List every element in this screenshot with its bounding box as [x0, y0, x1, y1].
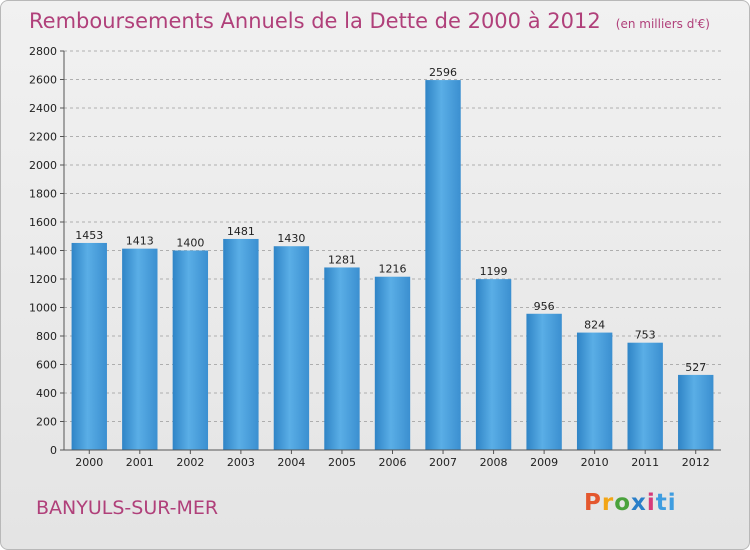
y-tick-label: 2800	[29, 45, 57, 58]
value-label-2006: 1216	[379, 263, 407, 276]
y-tick-label: 600	[36, 359, 57, 372]
x-tick-label-2006: 2006	[379, 456, 407, 469]
bar-2008	[475, 279, 512, 450]
x-tick-label-2009: 2009	[530, 456, 558, 469]
bar-2007	[425, 80, 461, 450]
x-tick-label-2003: 2003	[227, 456, 255, 469]
y-tick-label: 2600	[29, 74, 57, 87]
axes: 0 200 400 600 800 1000 1200 1400 1600 1800 2000 220…	[29, 45, 721, 469]
bar-2002	[172, 250, 209, 450]
y-tick-label: 200	[36, 416, 57, 429]
y-tick-label: 800	[36, 330, 57, 343]
value-label-2001: 1413	[126, 235, 154, 248]
y-tick-label: 2400	[29, 102, 57, 115]
value-label-2005: 1281	[328, 253, 356, 266]
bar-2000	[71, 242, 107, 450]
x-tick-label-2007: 2007	[429, 456, 457, 469]
bar-2003	[223, 238, 259, 450]
town-name: BANYULS-SUR-MER	[36, 497, 219, 519]
value-label-2003: 1481	[227, 225, 255, 238]
bar-2001	[122, 248, 158, 450]
x-tick-label-2000: 2000	[75, 456, 103, 469]
y-tick-label: 1200	[29, 273, 57, 286]
value-label-2009: 956	[534, 300, 555, 313]
chart-unit-note: (en milliers d'€)	[615, 17, 710, 31]
x-tick-label-2010: 2010	[581, 456, 609, 469]
proxiti-logo[interactable]: Proxiti	[584, 490, 677, 516]
x-tick-label-2012: 2012	[682, 456, 710, 469]
value-label-2004: 1430	[277, 232, 305, 245]
y-tick-label: 2000	[29, 159, 57, 172]
y-tick-label: 1600	[29, 216, 57, 229]
y-tick-label: 1000	[29, 302, 57, 315]
x-tick-label-2011: 2011	[631, 456, 659, 469]
x-tick-label-2001: 2001	[126, 456, 154, 469]
y-tick-label: 0	[50, 444, 57, 457]
bar-2012	[678, 374, 714, 450]
bar-2010	[576, 332, 613, 450]
y-tick-label: 1800	[29, 188, 57, 201]
bar-2004	[273, 246, 310, 450]
value-label-2012: 527	[685, 361, 706, 374]
value-label-2007: 2596	[429, 66, 457, 79]
chart-title-main: Remboursements Annuels de la Dette de 20…	[29, 9, 601, 33]
bar-2011	[627, 342, 663, 450]
value-label-2011: 753	[635, 329, 656, 342]
value-labels: 1453 1413 1400 1481 1430 1281 1216 2596 1199 956 8…	[75, 66, 706, 374]
bar-2006	[374, 276, 411, 450]
bar-2009	[526, 313, 562, 450]
bar-2005	[324, 267, 360, 450]
value-label-2008: 1199	[480, 265, 508, 278]
bars	[71, 80, 714, 450]
value-label-2010: 824	[584, 319, 605, 332]
y-tick-label: 1400	[29, 245, 57, 258]
x-tick-label-2004: 2004	[277, 456, 305, 469]
y-tick-label: 400	[36, 387, 57, 400]
value-label-2000: 1453	[75, 229, 103, 242]
x-tick-label-2002: 2002	[176, 456, 204, 469]
x-tick-label-2005: 2005	[328, 456, 356, 469]
chart-title: Remboursements Annuels de la Dette de 20…	[29, 9, 710, 33]
y-tick-label: 2200	[29, 131, 57, 144]
x-tick-label-2008: 2008	[480, 456, 508, 469]
value-label-2002: 1400	[176, 237, 204, 250]
